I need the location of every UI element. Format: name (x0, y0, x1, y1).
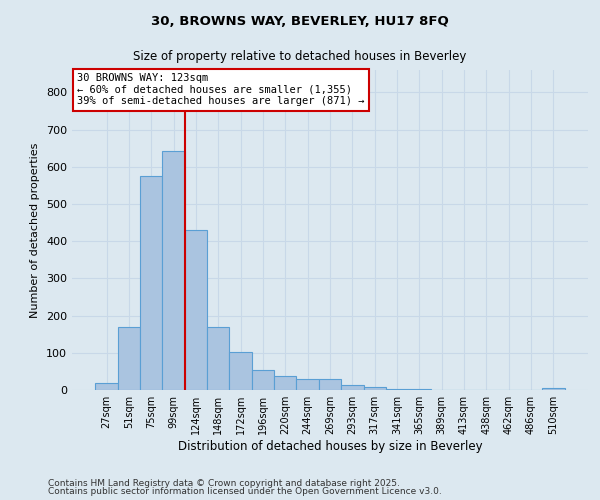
Bar (319, 379, 341, 390)
Y-axis label: Number of detached properties: Number of detached properties (31, 142, 40, 318)
Bar (185, 230, 207, 390)
Bar (341, 385, 364, 390)
Bar (118, 328, 140, 390)
Bar (542, 388, 565, 390)
Text: Size of property relative to detached houses in Beverley: Size of property relative to detached ho… (133, 50, 467, 63)
Bar (364, 387, 386, 390)
Bar (252, 370, 274, 390)
Bar (408, 388, 431, 390)
Bar (140, 176, 163, 390)
Bar (386, 388, 408, 390)
Text: Contains public sector information licensed under the Open Government Licence v3: Contains public sector information licen… (48, 487, 442, 496)
Bar (229, 352, 252, 390)
Text: Contains HM Land Registry data © Crown copyright and database right 2025.: Contains HM Land Registry data © Crown c… (48, 478, 400, 488)
Bar (207, 326, 229, 390)
Bar (274, 376, 296, 390)
Text: 30 BROWNS WAY: 123sqm
← 60% of detached houses are smaller (1,355)
39% of semi-d: 30 BROWNS WAY: 123sqm ← 60% of detached … (77, 73, 365, 106)
Text: 30, BROWNS WAY, BEVERLEY, HU17 8FQ: 30, BROWNS WAY, BEVERLEY, HU17 8FQ (151, 15, 449, 28)
Bar (163, 150, 185, 390)
Bar (296, 379, 319, 390)
X-axis label: Distribution of detached houses by size in Beverley: Distribution of detached houses by size … (178, 440, 482, 453)
Bar (95, 382, 118, 390)
